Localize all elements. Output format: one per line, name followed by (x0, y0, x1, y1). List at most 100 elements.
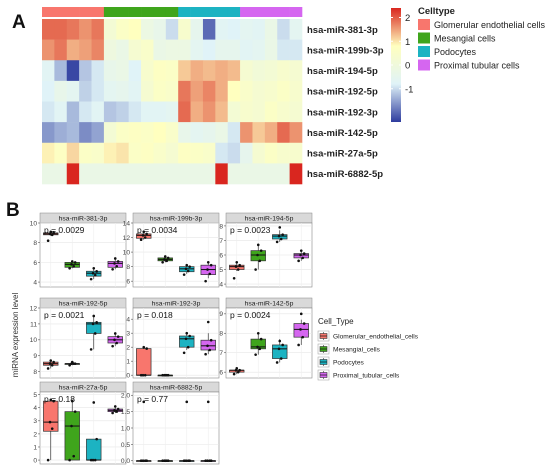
data-point (142, 345, 146, 349)
data-point (185, 400, 189, 404)
heatmap-cell (66, 39, 80, 61)
heatmap-cell (116, 80, 129, 102)
heatmap-cell (240, 60, 253, 82)
data-point (281, 233, 284, 236)
heatmap-cell (103, 122, 117, 144)
data-point (204, 279, 207, 283)
heatmap-cell (54, 101, 68, 123)
heatmap-cell (227, 122, 241, 144)
data-point (278, 339, 282, 343)
heatmap-row-label: hsa-miR-142-5p (307, 128, 378, 139)
data-point (258, 259, 262, 263)
data-point (209, 263, 213, 267)
heatmap-cell (202, 122, 216, 144)
heatmap-cell (215, 80, 229, 102)
y-tick-label: 7 (219, 238, 223, 245)
data-point (92, 314, 96, 318)
data-point (297, 259, 300, 263)
annotation-legend-label: Podocytes (434, 47, 477, 57)
data-point (235, 366, 239, 370)
heatmap-cell (202, 142, 216, 164)
heatmap-cell (240, 19, 253, 40)
heatmap-cell (42, 80, 55, 102)
data-point (141, 234, 145, 237)
heatmap-cell (116, 19, 129, 40)
data-point (232, 276, 236, 280)
heatmap-cell (252, 60, 266, 82)
data-point (70, 263, 73, 266)
data-point (277, 234, 281, 238)
box-legend-label: Mesangial_cells (333, 347, 381, 354)
heatmap-cell (264, 101, 278, 123)
p-value: p = 0.0024 (230, 310, 271, 320)
data-point (50, 427, 54, 430)
y-tick-label: 1.0 (121, 425, 130, 432)
heatmap-cell (289, 101, 303, 123)
heatmap-cell (240, 163, 253, 185)
data-point (111, 411, 114, 415)
heatmap-cell (178, 142, 191, 164)
heatmap-cell (128, 163, 142, 185)
data-point (89, 277, 93, 281)
data-point (209, 338, 213, 342)
facet-panel: hsa-miR-192-3p 0 1 2 3 4 p = 0.018 (126, 297, 220, 380)
heatmap-cell (165, 80, 179, 102)
facet-title: hsa-miR-192-5p (59, 301, 108, 308)
data-point (93, 273, 97, 277)
annotation-cell-10 (165, 7, 179, 17)
heatmap-cell (165, 163, 179, 185)
data-point (182, 273, 186, 276)
data-point (184, 267, 188, 271)
data-point (161, 459, 164, 463)
annotation-legend-label: Proximal tubular cells (434, 61, 520, 71)
heatmap-cell (42, 142, 55, 164)
heatmap-cell (289, 142, 303, 164)
heatmap-cell (141, 60, 154, 82)
y-tick-label: 1.5 (121, 409, 130, 416)
data-point (163, 373, 167, 377)
heatmap-cell (178, 60, 191, 82)
heatmap-cell (66, 101, 80, 123)
colorbar-tick-label: 1 (405, 37, 410, 48)
data-point (232, 372, 236, 376)
heatmap-cell (227, 163, 241, 185)
y-tick-label: 7 (219, 350, 223, 357)
data-point (92, 401, 96, 404)
data-point (301, 256, 305, 260)
data-point (166, 256, 170, 260)
y-tick-label: 0.5 (121, 442, 130, 449)
y-tick-label: 11 (30, 321, 37, 328)
box (272, 344, 288, 359)
heatmap-cell (42, 163, 55, 185)
annotation-cell-16 (240, 7, 253, 17)
y-tick-label: 8 (126, 264, 130, 271)
heatmap-cell (190, 39, 204, 61)
facet-title: hsa-miR-192-3p (152, 301, 201, 308)
annotation-cell-13 (202, 7, 216, 17)
box (86, 438, 102, 461)
heatmap-cell (128, 122, 142, 144)
data-point (91, 458, 95, 462)
heatmap-cell (153, 101, 167, 123)
data-point (115, 265, 119, 268)
heatmap-cell (66, 19, 80, 40)
p-value: p = 0.18 (44, 394, 75, 404)
colorbar-tick-label: -1 (405, 84, 413, 95)
data-point (145, 232, 148, 236)
facet-panel: hsa-miR-381-3p 4 6 8 10 p = 0.0029 (30, 212, 127, 288)
data-point (115, 341, 119, 345)
heatmap-cell (79, 80, 92, 102)
heatmap-cell (240, 122, 253, 144)
heatmap-cell (277, 142, 290, 164)
data-point (73, 410, 77, 413)
heatmap-cell (289, 163, 303, 185)
data-point (49, 230, 53, 234)
annotation-cell-15 (227, 7, 241, 17)
heatmap-row-label: hsa-miR-192-3p (307, 107, 378, 118)
box-legend-label: Podocytes (333, 360, 364, 367)
annotation-cell-14 (215, 7, 229, 17)
p-value: p = 0.0021 (44, 310, 85, 320)
heatmap-cell (264, 142, 278, 164)
